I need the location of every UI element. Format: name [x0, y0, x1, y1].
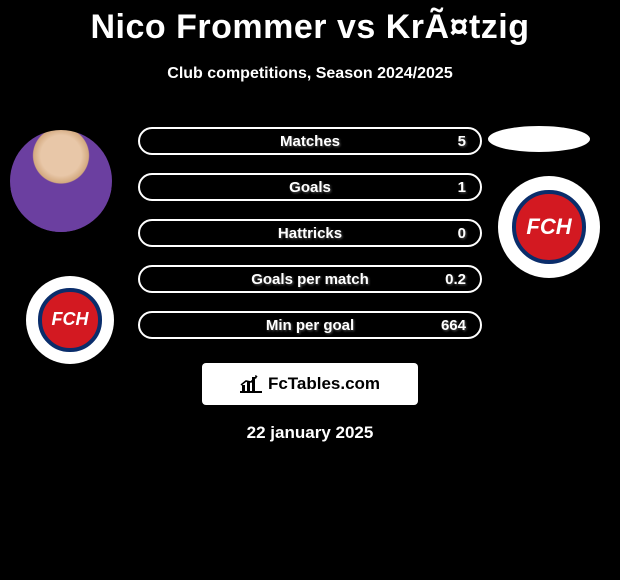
player-left-avatar — [10, 130, 112, 232]
stat-value: 0.2 — [445, 271, 466, 288]
stat-label: Goals — [289, 179, 331, 196]
footer-date: 22 january 2025 — [0, 423, 620, 443]
page-title: Nico Frommer vs KrÃ¤tzig — [0, 0, 620, 47]
stat-value: 1 — [458, 179, 466, 196]
stat-value: 664 — [441, 317, 466, 334]
player-right-avatar — [488, 126, 590, 152]
brand-label: FcTables.com — [268, 374, 380, 394]
stat-label: Min per goal — [266, 317, 354, 334]
stat-label: Hattricks — [278, 225, 342, 242]
stat-row: Goals per match 0.2 — [138, 265, 482, 293]
page-subtitle: Club competitions, Season 2024/2025 — [0, 65, 620, 83]
club-badge-left-text: FCH — [38, 288, 101, 351]
brand-box: FcTables.com — [202, 363, 418, 405]
stat-value: 0 — [458, 225, 466, 242]
bar-chart-icon — [240, 375, 262, 393]
club-badge-right: FCH — [498, 176, 600, 278]
stat-row: Goals 1 — [138, 173, 482, 201]
stat-row: Min per goal 664 — [138, 311, 482, 339]
club-badge-right-text: FCH — [512, 190, 585, 263]
stat-value: 5 — [458, 133, 466, 150]
stat-label: Goals per match — [251, 271, 369, 288]
stats-list: Matches 5 Goals 1 Hattricks 0 Goals per … — [138, 127, 482, 339]
stat-row: Hattricks 0 — [138, 219, 482, 247]
stat-label: Matches — [280, 133, 340, 150]
stat-row: Matches 5 — [138, 127, 482, 155]
club-badge-left: FCH — [26, 276, 114, 364]
